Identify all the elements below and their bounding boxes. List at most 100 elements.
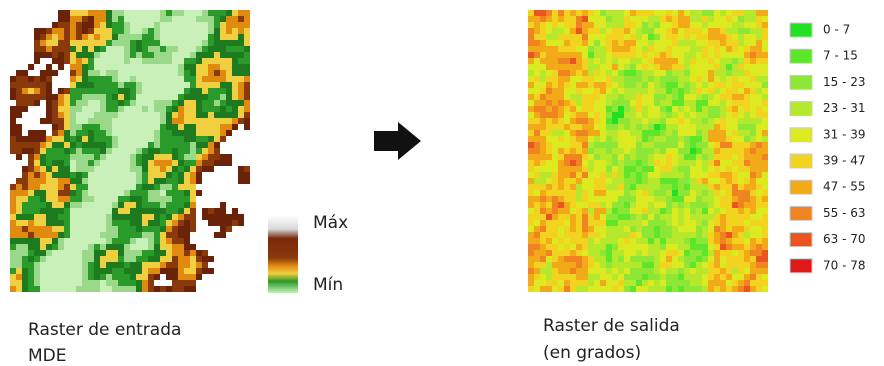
raster-cell: [702, 280, 708, 286]
raster-cell: [630, 166, 636, 172]
raster-cell: [690, 52, 696, 58]
raster-cell: [148, 58, 154, 64]
raster-cell: [232, 184, 238, 190]
raster-cell: [64, 202, 70, 208]
raster-cell: [46, 88, 52, 94]
raster-cell: [630, 190, 636, 196]
raster-cell: [76, 238, 82, 244]
raster-cell: [16, 160, 22, 166]
raster-cell: [136, 82, 142, 88]
raster-cell: [738, 184, 744, 190]
raster-cell: [190, 244, 196, 250]
raster-cell: [82, 70, 88, 76]
raster-cell: [220, 172, 226, 178]
raster-cell: [642, 154, 648, 160]
raster-cell: [756, 52, 762, 58]
raster-cell: [58, 88, 64, 94]
raster-cell: [196, 262, 202, 268]
raster-cell: [600, 22, 606, 28]
raster-cell: [600, 154, 606, 160]
raster-cell: [70, 220, 76, 226]
raster-cell: [64, 10, 70, 16]
raster-cell: [40, 130, 46, 136]
raster-cell: [588, 142, 594, 148]
raster-cell: [160, 82, 166, 88]
raster-cell: [82, 202, 88, 208]
raster-cell: [612, 256, 618, 262]
raster-cell: [714, 268, 720, 274]
raster-cell: [172, 130, 178, 136]
raster-cell: [70, 238, 76, 244]
raster-cell: [612, 10, 618, 16]
raster-cell: [136, 136, 142, 142]
raster-cell: [196, 22, 202, 28]
raster-cell: [642, 244, 648, 250]
raster-cell: [630, 58, 636, 64]
raster-cell: [226, 88, 232, 94]
raster-cell: [756, 16, 762, 22]
raster-cell: [112, 100, 118, 106]
raster-cell: [178, 130, 184, 136]
raster-cell: [64, 208, 70, 214]
raster-cell: [178, 232, 184, 238]
raster-cell: [666, 46, 672, 52]
raster-cell: [22, 154, 28, 160]
raster-cell: [642, 88, 648, 94]
raster-cell: [654, 244, 660, 250]
raster-cell: [190, 238, 196, 244]
raster-cell: [190, 52, 196, 58]
raster-cell: [10, 286, 16, 292]
raster-cell: [244, 226, 250, 232]
raster-cell: [160, 46, 166, 52]
raster-cell: [142, 238, 148, 244]
raster-cell: [660, 130, 666, 136]
raster-cell: [148, 76, 154, 82]
raster-cell: [708, 22, 714, 28]
raster-cell: [726, 82, 732, 88]
raster-cell: [756, 286, 762, 292]
raster-cell: [738, 142, 744, 148]
raster-cell: [130, 136, 136, 142]
raster-cell: [184, 124, 190, 130]
raster-cell: [208, 274, 214, 280]
raster-cell: [702, 112, 708, 118]
raster-cell: [606, 76, 612, 82]
raster-cell: [40, 280, 46, 286]
raster-cell: [564, 208, 570, 214]
raster-cell: [696, 16, 702, 22]
raster-cell: [672, 76, 678, 82]
raster-cell: [238, 154, 244, 160]
raster-cell: [750, 94, 756, 100]
raster-cell: [112, 220, 118, 226]
raster-cell: [214, 148, 220, 154]
raster-cell: [208, 136, 214, 142]
legend-label: 39 - 47: [823, 154, 866, 168]
raster-cell: [648, 76, 654, 82]
raster-cell: [196, 280, 202, 286]
raster-cell: [714, 166, 720, 172]
raster-cell: [546, 256, 552, 262]
raster-cell: [654, 160, 660, 166]
raster-cell: [70, 166, 76, 172]
raster-cell: [534, 82, 540, 88]
raster-cell: [594, 124, 600, 130]
raster-cell: [546, 112, 552, 118]
raster-cell: [28, 142, 34, 148]
raster-cell: [52, 226, 58, 232]
raster-cell: [130, 214, 136, 220]
raster-cell: [136, 202, 142, 208]
raster-cell: [594, 244, 600, 250]
raster-cell: [106, 40, 112, 46]
raster-cell: [244, 82, 250, 88]
raster-cell: [570, 166, 576, 172]
raster-cell: [582, 52, 588, 58]
raster-cell: [672, 40, 678, 46]
raster-cell: [534, 154, 540, 160]
raster-cell: [190, 94, 196, 100]
raster-cell: [220, 82, 226, 88]
raster-cell: [28, 226, 34, 232]
raster-cell: [184, 232, 190, 238]
raster-cell: [594, 136, 600, 142]
raster-cell: [142, 10, 148, 16]
raster-cell: [118, 172, 124, 178]
